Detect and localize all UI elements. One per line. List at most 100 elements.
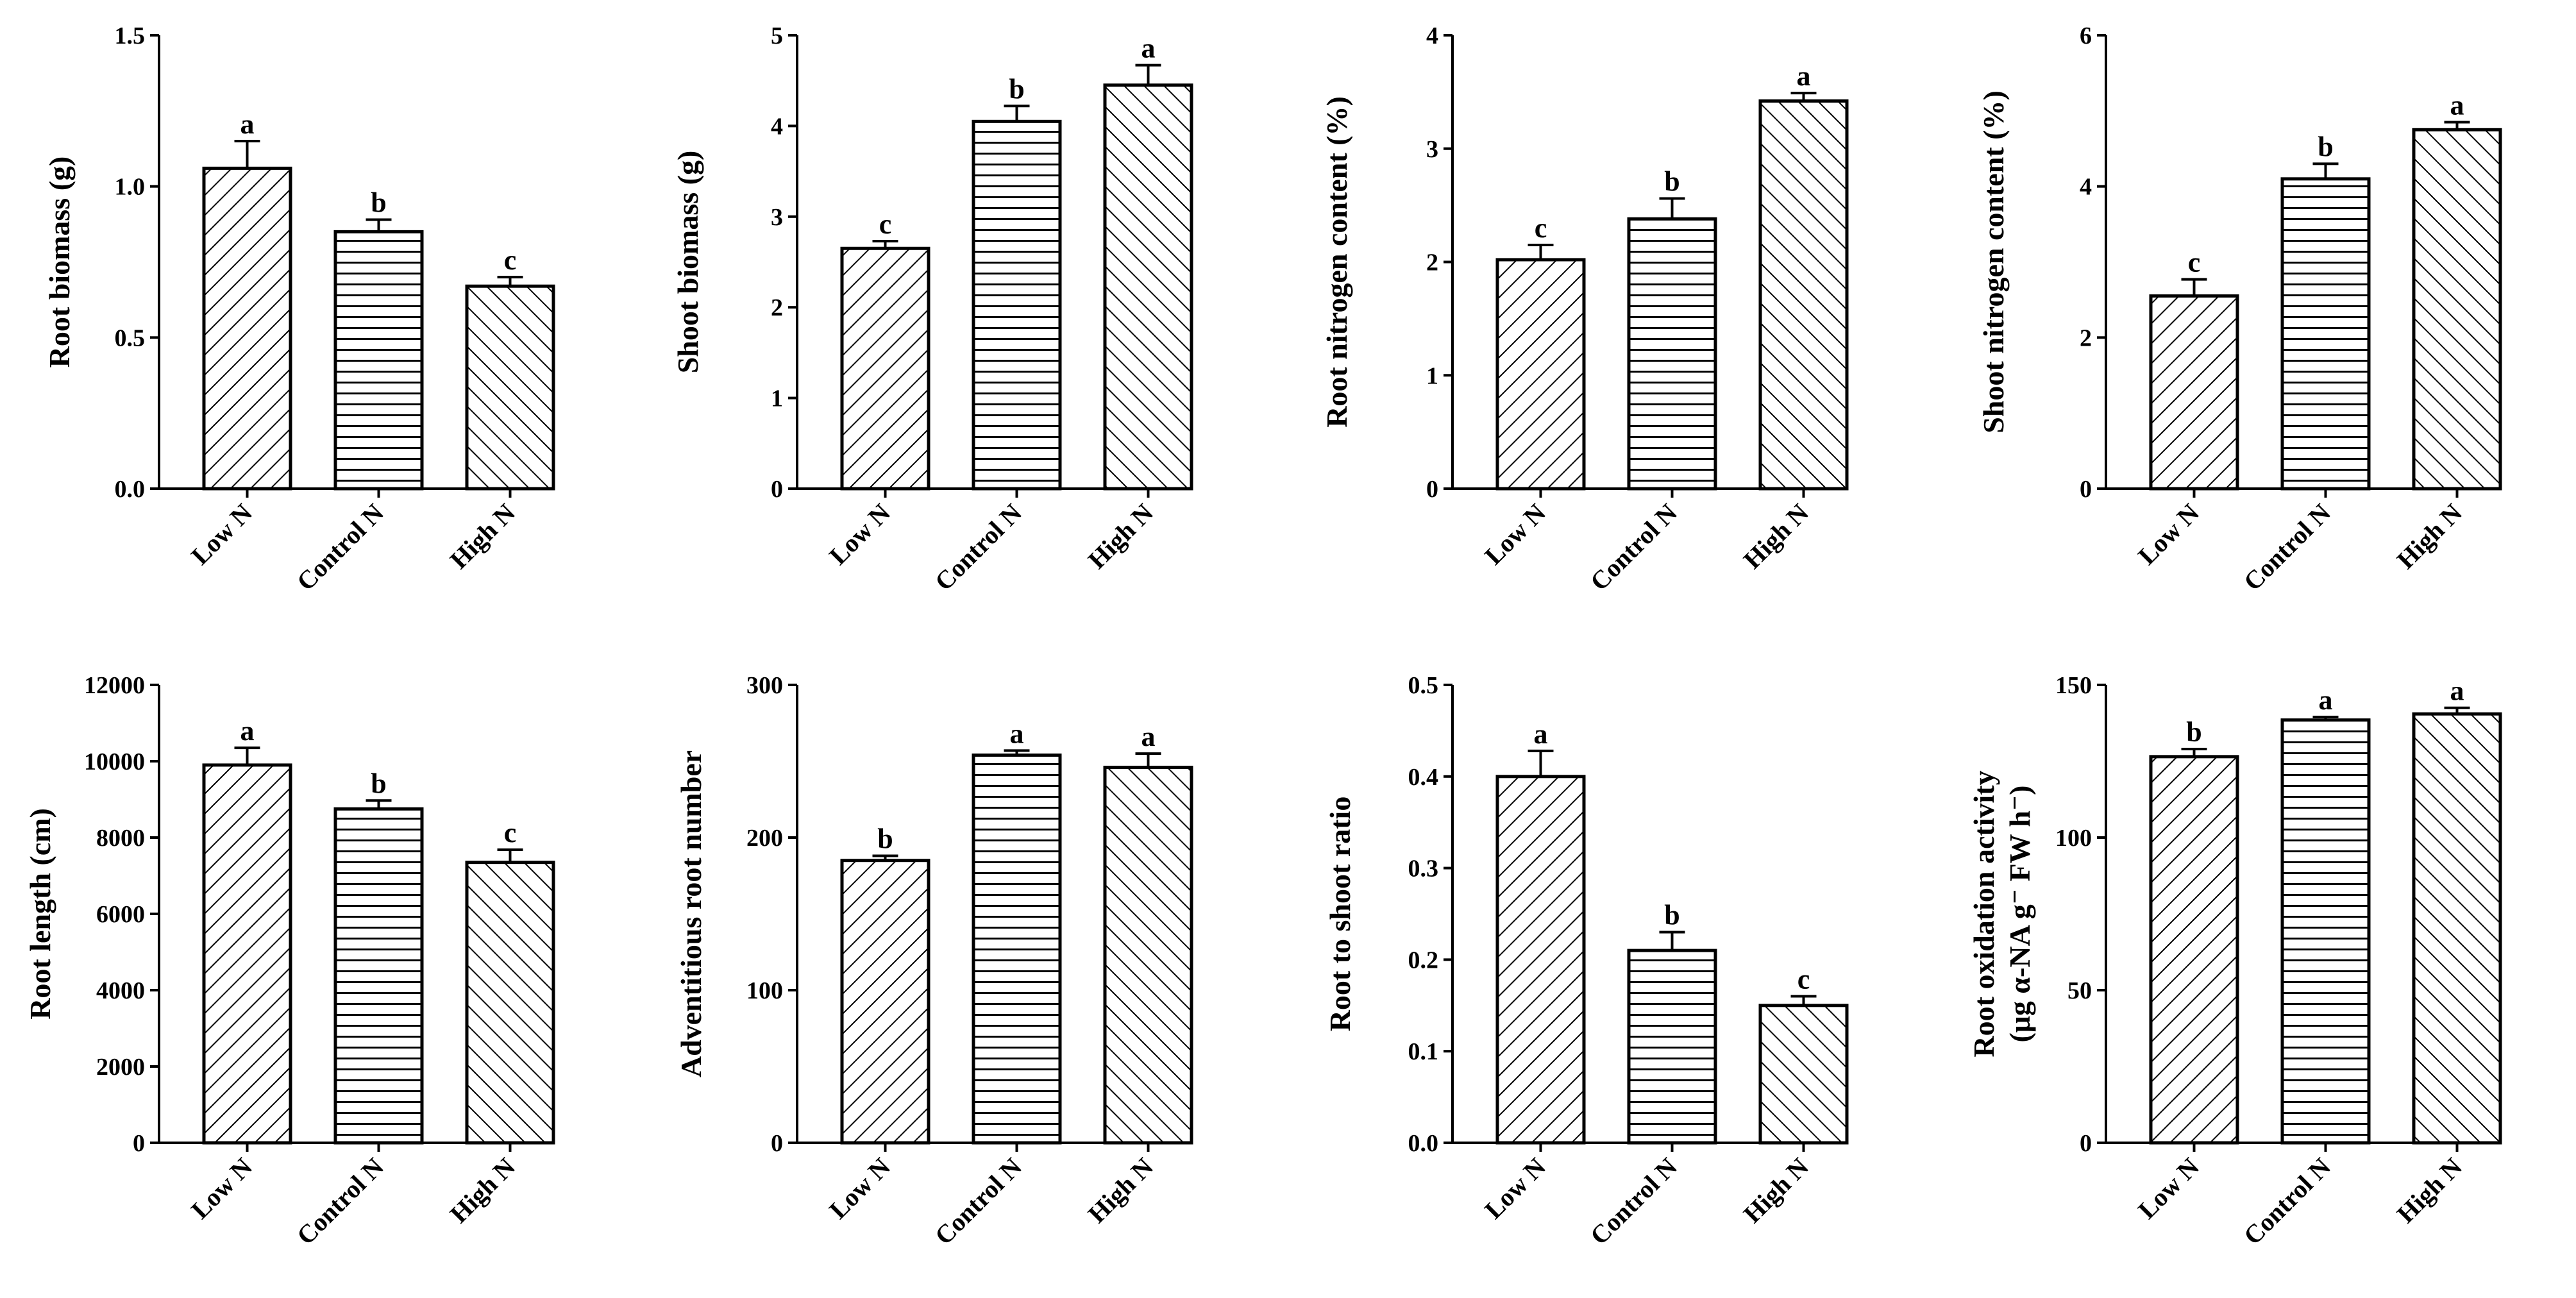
y-tick-label: 4000 <box>96 977 145 1004</box>
y-tick-label: 1 <box>1426 362 1438 389</box>
y-axis-label: Shoot nitrogen content (%) <box>1977 90 2010 434</box>
y-tick-label: 2000 <box>96 1054 145 1081</box>
y-tick-label: 1 <box>771 385 783 412</box>
significance-letter: c <box>504 244 517 276</box>
y-tick-label: 100 <box>746 977 783 1004</box>
x-tick-label: Low N <box>1479 498 1551 570</box>
x-tick-label: High N <box>444 498 521 574</box>
y-tick-label: 100 <box>2055 825 2092 852</box>
y-tick-label: 0 <box>771 476 783 503</box>
y-tick-label: 0 <box>133 1130 145 1157</box>
y-tick-label: 4 <box>771 113 783 140</box>
bar-low-n <box>1495 775 1586 1145</box>
y-tick-label: 12000 <box>84 672 145 699</box>
y-axis-label: Root length (cm) <box>24 808 56 1020</box>
y-tick-label: 1.5 <box>115 22 146 49</box>
significance-letter: a <box>1010 718 1024 749</box>
y-tick-label: 3 <box>771 204 783 231</box>
y-axis-label: Root oxidation activity (μg α-NA g⁻ FW h⁻… <box>1967 770 2036 1057</box>
bar-control-n <box>1627 217 1717 491</box>
significance-letter: a <box>1141 33 1156 64</box>
bar-low-n <box>1495 258 1586 491</box>
bar-high-n <box>2412 712 2502 1145</box>
chart-panel-2: 0 1 2 3 4 5 Shoot biomass (g) c Low N b Control N a… <box>671 22 1193 596</box>
y-tick-label: 6000 <box>96 901 145 928</box>
x-tick-label: Low N <box>2132 498 2205 570</box>
bar-control-n <box>972 119 1062 491</box>
x-tick-label: Control N <box>2238 1152 2336 1250</box>
bar-high-n <box>2412 128 2502 491</box>
y-tick-label: 2 <box>2080 324 2092 351</box>
significance-letter: a <box>240 715 255 746</box>
y-axis-label: Root biomass (g) <box>43 156 76 368</box>
significance-letter: c <box>2188 247 2201 278</box>
bar-high-n <box>1103 83 1193 491</box>
bar-control-n <box>2280 177 2371 491</box>
y-tick-label: 0.0 <box>1408 1130 1439 1157</box>
chart-panel-3: 0 1 2 3 4 Root nitrogen content (%) c Low N b Con… <box>1320 22 1849 596</box>
x-tick-label: Control N <box>291 1152 389 1250</box>
y-tick-label: 0.5 <box>115 324 146 351</box>
chart-panel-7: 0.0 0.1 0.2 0.3 0.4 0.5 Root to shoot ratio a Lo… <box>1324 672 1849 1251</box>
significance-letter: c <box>504 817 517 848</box>
y-tick-label: 10000 <box>84 748 145 775</box>
x-tick-label: Low N <box>1479 1152 1551 1224</box>
y-axis-label: Shoot biomass (g) <box>671 151 704 374</box>
significance-letter: a <box>1534 718 1548 750</box>
bar-low-n <box>202 763 292 1145</box>
significance-letter: c <box>879 208 892 240</box>
significance-letter: a <box>1797 60 1811 92</box>
y-tick-label: 2 <box>771 294 783 321</box>
significance-letter: a <box>240 108 255 140</box>
x-tick-label: High N <box>1738 498 1814 574</box>
y-tick-label: 0.1 <box>1408 1038 1439 1065</box>
significance-letter: a <box>2319 684 2333 716</box>
x-tick-label: Control N <box>1585 1152 1683 1250</box>
x-tick-label: Control N <box>929 498 1027 596</box>
y-tick-label: 4 <box>1426 22 1438 49</box>
y-tick-label: 2 <box>1426 249 1438 276</box>
y-tick-label: 300 <box>746 672 783 699</box>
y-tick-label: 4 <box>2080 174 2092 201</box>
significance-letter: a <box>1141 721 1156 752</box>
y-tick-label: 0 <box>2080 1130 2092 1157</box>
y-tick-label: 0.0 <box>115 476 146 503</box>
y-axis-label: Root nitrogen content (%) <box>1320 96 1353 428</box>
y-tick-label: 0 <box>1426 476 1438 503</box>
chart-panel-5: 0 2000 4000 6000 8000 10000 12000 Root length (… <box>24 672 555 1251</box>
bar-low-n <box>2149 755 2239 1145</box>
x-tick-label: Control N <box>291 498 389 596</box>
y-axis-label: Root to shoot ratio <box>1324 796 1356 1032</box>
significance-letter: b <box>371 187 386 219</box>
x-tick-label: High N <box>2391 1152 2468 1228</box>
y-tick-label: 5 <box>771 22 783 49</box>
significance-letter: b <box>1664 166 1679 198</box>
y-tick-label: 0 <box>2080 476 2092 503</box>
bar-low-n <box>840 859 930 1145</box>
bar-high-n <box>1758 1004 1849 1145</box>
y-tick-label: 1.0 <box>115 174 146 201</box>
chart-panel-6: 0 100 200 300 Adventitious root number b Low N… <box>675 672 1193 1251</box>
y-tick-label: 8000 <box>96 825 145 852</box>
bar-control-n <box>333 230 424 491</box>
bar-low-n <box>840 246 930 491</box>
chart-panel-4: 0 2 4 6 Shoot nitrogen content (%) c Low N b Con… <box>1977 22 2502 596</box>
significance-letter: b <box>371 768 386 799</box>
bar-high-n <box>465 284 555 491</box>
significance-letter: b <box>877 823 893 855</box>
significance-letter: a <box>2450 675 2464 707</box>
y-tick-label: 6 <box>2080 22 2092 49</box>
x-tick-label: Low N <box>185 1152 258 1224</box>
y-tick-label: 0 <box>771 1130 783 1157</box>
y-tick-label: 0.2 <box>1408 947 1439 973</box>
x-tick-label: High N <box>1082 498 1159 574</box>
significance-letter: a <box>2450 90 2464 121</box>
y-axis-label: Adventitious root number <box>675 750 707 1077</box>
x-tick-label: High N <box>444 1152 521 1228</box>
y-tick-label: 0.3 <box>1408 856 1439 882</box>
y-tick-label: 0.5 <box>1408 672 1439 699</box>
x-tick-label: Control N <box>929 1152 1027 1250</box>
significance-letter: c <box>1797 964 1810 995</box>
bar-low-n <box>202 166 292 491</box>
